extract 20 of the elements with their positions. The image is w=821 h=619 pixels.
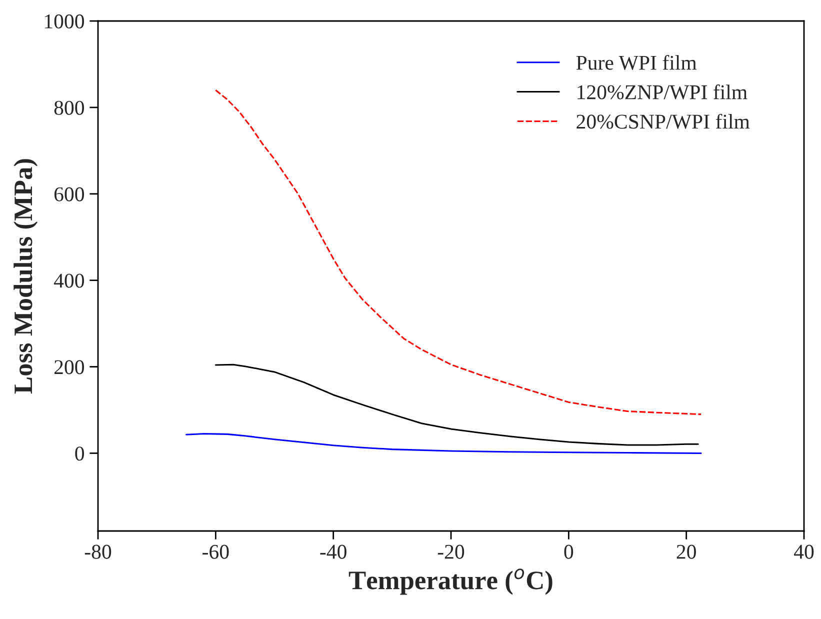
y-tick-label: 600: [54, 187, 84, 202]
x-tick-label: -20: [438, 544, 464, 559]
x-tick-label: 40: [794, 544, 814, 559]
x-tick-label: -80: [84, 544, 112, 559]
y-tick-label: 400: [54, 274, 84, 288]
x-tick-label: -40: [320, 544, 346, 559]
legend-label: Pure WPI film: [576, 54, 697, 70]
legend-label: 120%ZNP/WPI film: [578, 84, 748, 100]
y-tick-label: 800: [54, 100, 84, 115]
y-tick-label: 0: [75, 446, 84, 461]
x-tick-label: 0: [564, 544, 574, 559]
y-axis-title: Loss Modulus (MPa): [14, 159, 38, 394]
legend-label: 20%CSNP/WPI film: [576, 114, 750, 129]
y-tick-label: 200: [54, 360, 84, 374]
x-tick-label: 20: [676, 544, 696, 559]
line-series: [214, 364, 699, 446]
y-tick-label: 1000: [44, 14, 84, 28]
x-tick-label: -60: [202, 544, 229, 559]
x-axis-title: Temperature ($^{o}$C): [348, 568, 552, 595]
line-series: [185, 432, 702, 454]
